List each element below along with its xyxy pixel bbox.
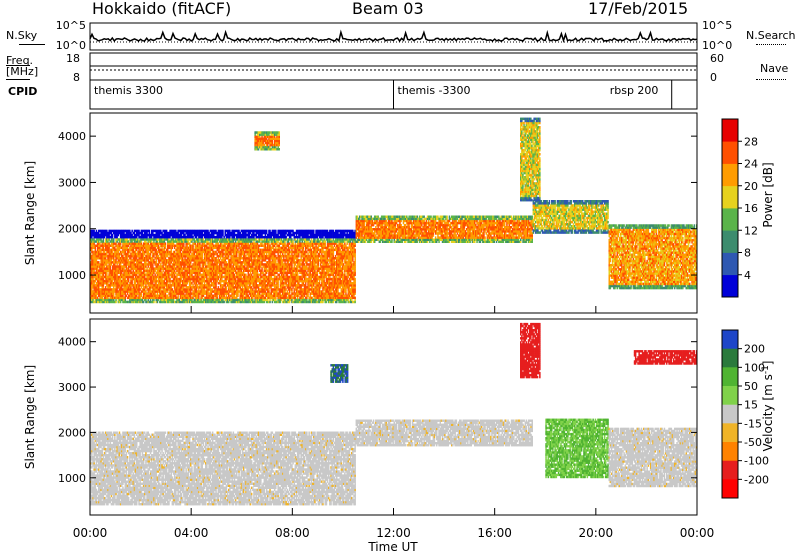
nsearch-axis-max: 10^5 [702, 19, 732, 32]
cpid-segment-label: rbsp 200 [610, 84, 659, 97]
nave-axis-max: 60 [710, 52, 724, 65]
cpid-segment-label: themis 3300 [94, 84, 163, 97]
strip-panels: 10^5 10^0 10^5 10^0 18 8 60 0 themis 330… [56, 19, 732, 109]
nave-axis-min: 0 [710, 71, 717, 84]
cpid-markers: themis 3300 themis -3300 rbsp 200 [94, 80, 672, 109]
nsearch-axis-min: 10^0 [702, 39, 732, 52]
nsky-axis-min: 10^0 [56, 39, 86, 52]
power-cell [165, 242, 167, 245]
nsky-axis-max: 10^5 [56, 19, 86, 32]
freq-axis-min: 8 [73, 71, 80, 84]
freq-axis-max: 18 [66, 52, 80, 65]
cpid-segment-label: themis -3300 [398, 84, 471, 97]
noise-sky-trace [90, 32, 697, 41]
noise-strip-frame [90, 23, 697, 50]
power-cell [103, 238, 105, 241]
power-cell [113, 238, 115, 241]
